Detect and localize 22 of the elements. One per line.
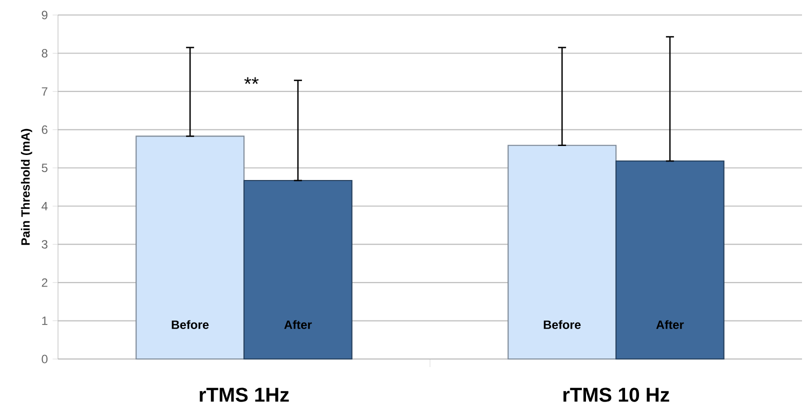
y-tick-label: 7 xyxy=(42,87,48,96)
y-tick-label: 0 xyxy=(42,354,48,364)
y-tick-label: 5 xyxy=(42,164,48,172)
bar xyxy=(136,136,245,360)
text: After xyxy=(656,320,684,330)
y-tick-label: 4 xyxy=(42,202,48,210)
annotation: ** xyxy=(244,77,259,84)
text: Before xyxy=(544,320,581,330)
y-tick-label: 8 xyxy=(42,48,48,58)
y-tick-label: 1 xyxy=(42,316,48,325)
y-axis-title: Pain Threshold (mA) xyxy=(20,128,32,245)
bar xyxy=(243,180,352,360)
bar xyxy=(615,160,724,360)
y-tick-label: 2 xyxy=(42,278,48,287)
x-tick-label: rTMS 1Hz xyxy=(200,388,289,402)
bar xyxy=(508,144,617,360)
series-label: Before xyxy=(172,320,209,330)
series-label: After xyxy=(284,320,312,330)
x-tick-label: rTMS 10 Hz xyxy=(563,388,670,402)
y-tick-label: 3 xyxy=(42,240,48,249)
y-tick-label: 6 xyxy=(42,125,48,134)
y-tick-label: 9 xyxy=(42,10,48,20)
